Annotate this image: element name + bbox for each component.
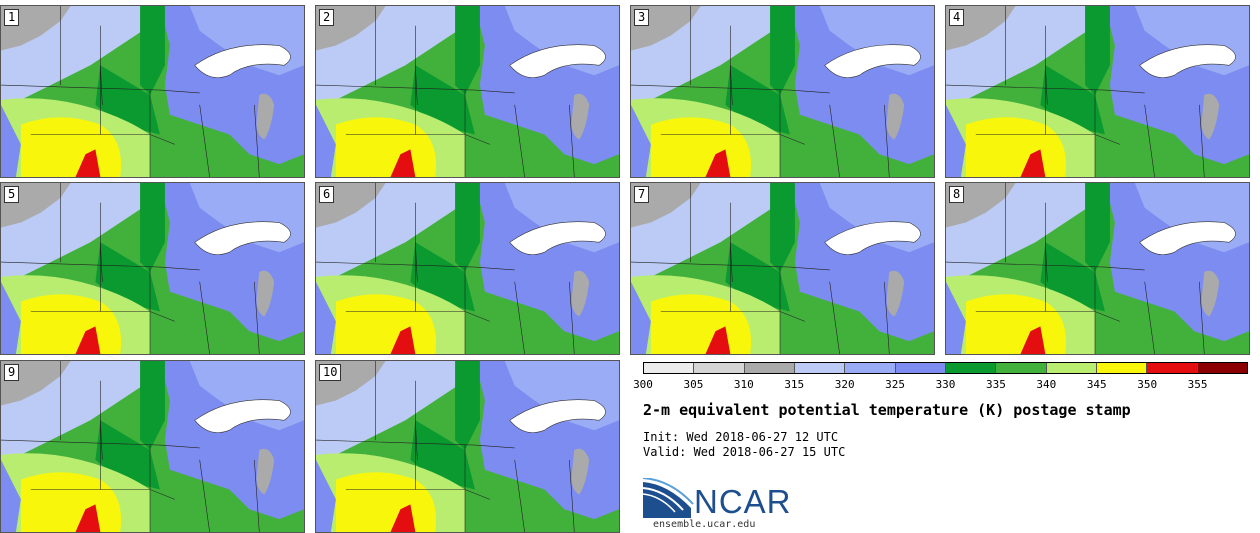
colorbar-tick-label: 335 [985, 378, 1006, 391]
colorbar-tick-label: 315 [784, 378, 805, 391]
colorbar-segment [1046, 363, 1097, 373]
colorbar-tick-label: 305 [683, 378, 704, 391]
colorbar-segment [1096, 363, 1148, 373]
colorbar-tick-label: 340 [1036, 378, 1057, 391]
panel-number: 3 [634, 9, 650, 26]
colorbar-tick-label: 345 [1086, 378, 1107, 391]
colorbar-tick-label: 350 [1137, 378, 1158, 391]
panel-number: 10 [319, 364, 342, 381]
colorbar-segment [845, 363, 896, 373]
ensemble-member-panel: 3 [630, 5, 935, 178]
colorbar-tick-label: 330 [935, 378, 956, 391]
colorbar-tick-label: 310 [733, 378, 754, 391]
colorbar [643, 362, 1248, 374]
ensemble-member-panel: 5 [0, 182, 305, 355]
panel-number: 4 [949, 9, 965, 26]
ensemble-member-panel: 7 [630, 182, 935, 355]
panel-number: 6 [319, 186, 335, 203]
colorbar-tick-label: 320 [834, 378, 855, 391]
ncar-logo-icon [643, 478, 694, 518]
ensemble-member-panel: 8 [945, 182, 1250, 355]
colorbar-segment [1147, 363, 1198, 373]
panel-number: 5 [4, 186, 20, 203]
ensemble-member-panel: 1 [0, 5, 305, 178]
colorbar-tick-label: 300 [633, 378, 653, 391]
panel-number: 1 [4, 9, 20, 26]
ensemble-member-panel: 2 [315, 5, 620, 178]
colorbar-tick-label: 355 [1187, 378, 1208, 391]
colorbar-segment [945, 363, 997, 373]
colorbar-segment [744, 363, 795, 373]
ensemble-member-panel: 9 [0, 360, 305, 533]
panel-number: 2 [319, 9, 335, 26]
panel-number: 9 [4, 364, 20, 381]
map-title: 2-m equivalent potential temperature (K)… [643, 401, 1131, 419]
init-time: Init: Wed 2018-06-27 12 UTC [643, 430, 839, 444]
colorbar-segment [794, 363, 846, 373]
ncar-logo-text: NCAR [694, 483, 792, 520]
panel-number: 7 [634, 186, 650, 203]
logo-url: ensemble.ucar.edu [653, 519, 756, 530]
colorbar-segment [694, 363, 745, 373]
colorbar-ticks: 300 305 310 315 320 325 330 335 340 345 350 355 [633, 378, 1248, 392]
ensemble-member-panel: 4 [945, 5, 1250, 178]
ensemble-member-panel: 10 [315, 360, 620, 533]
colorbar-segment [1197, 363, 1247, 373]
colorbar-segment [996, 363, 1047, 373]
colorbar-segment [895, 363, 946, 373]
panel-number: 8 [949, 186, 965, 203]
valid-time: Valid: Wed 2018-06-27 15 UTC [643, 445, 846, 459]
ensemble-member-panel: 6 [315, 182, 620, 355]
colorbar-tick-label: 325 [885, 378, 906, 391]
colorbar-segment [644, 363, 695, 373]
